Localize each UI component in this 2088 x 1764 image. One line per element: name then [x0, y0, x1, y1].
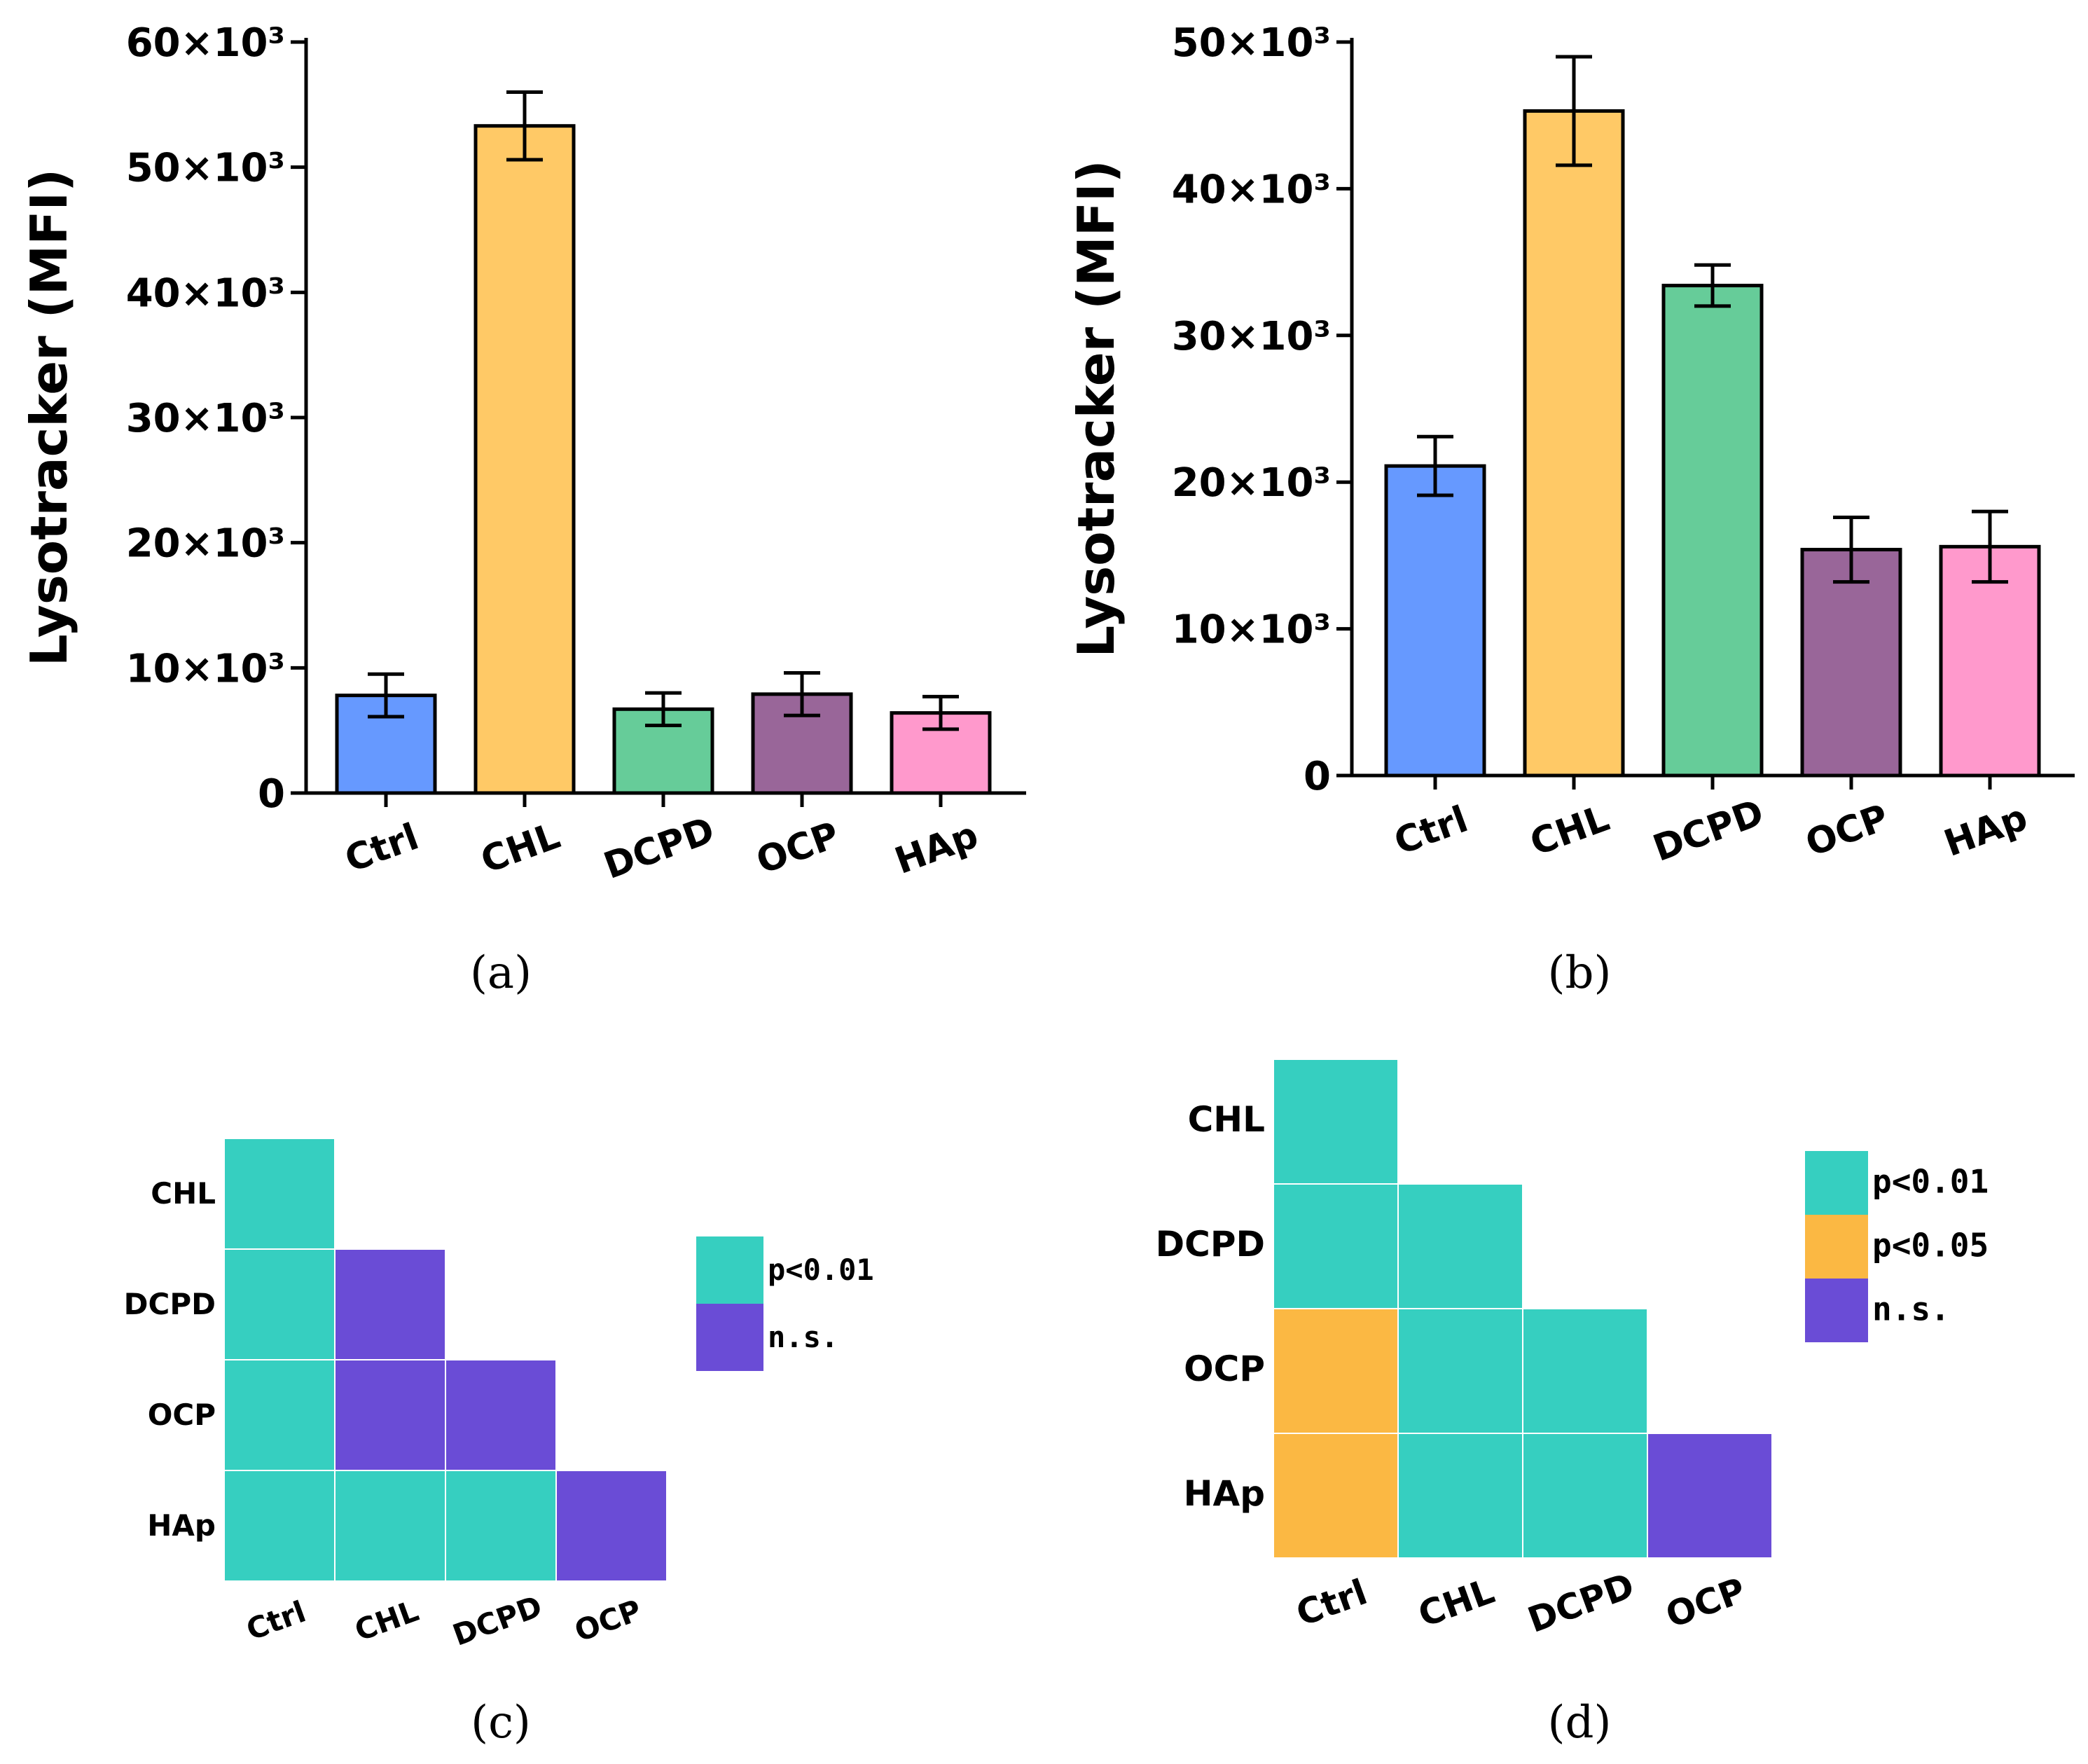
bar-chl	[1523, 109, 1625, 778]
col-label-ctrl: Ctrl	[1291, 1571, 1372, 1634]
heatmap-cell	[1397, 1183, 1523, 1309]
col-label-ocp: OCP	[1661, 1570, 1751, 1636]
y-tick-label: 0	[1304, 754, 1331, 799]
heatmap-cell	[334, 1248, 446, 1360]
y-tick-label: 30×10³	[1172, 314, 1331, 359]
heatmap-cell	[445, 1359, 557, 1471]
col-label-chl: CHL	[1413, 1571, 1500, 1635]
bar-ctrl	[1384, 464, 1486, 778]
y-tick-label: 10×10³	[1172, 607, 1331, 653]
panel-c-heatmap: CHL DCPD OCP HAp Ctrl CHL DCPD OCP p<0.01 n.s. (c)	[124, 1138, 874, 1749]
heatmap-cell	[445, 1470, 557, 1582]
panel-label: (b)	[1548, 947, 1612, 999]
legend-label: p<0.01	[1872, 1163, 1989, 1201]
heatmap-cell	[1397, 1433, 1523, 1559]
x-tick-label-chl: CHL	[1525, 797, 1615, 864]
heatmap-cell	[1397, 1308, 1523, 1434]
x-tick-label-hap: HAp	[890, 814, 983, 883]
y-tick-label: 40×10³	[126, 270, 285, 316]
y-tick-label: 10×10³	[126, 646, 285, 691]
heatmap-cell	[334, 1470, 446, 1582]
heatmap-cell	[223, 1138, 336, 1250]
y-tick-label: 30×10³	[126, 396, 285, 441]
legend-swatch	[1805, 1215, 1868, 1279]
x-tick-label-hap: HAp	[1939, 797, 2033, 865]
row-label-ocp: OCP	[1184, 1349, 1265, 1389]
x-tick-label-dcpd: DCPD	[1648, 792, 1769, 870]
panel-label: (d)	[1548, 1697, 1612, 1749]
row-label-dcpd: DCPD	[124, 1287, 216, 1321]
y-tick-label: 50×10³	[126, 146, 285, 191]
row-label-chl: CHL	[1188, 1099, 1265, 1140]
panel-label: (c)	[471, 1697, 531, 1749]
heatmap-cell	[223, 1470, 336, 1582]
panel-label: (a)	[470, 947, 532, 999]
bar-dcpd	[1661, 284, 1764, 778]
legend-label: p<0.01	[768, 1253, 874, 1287]
heatmap-cell	[1273, 1183, 1399, 1309]
legend-swatch	[1805, 1151, 1868, 1215]
col-label-ocp: OCP	[570, 1593, 646, 1648]
heatmap-cell	[1522, 1308, 1648, 1434]
x-tick-label-ocp: OCP	[1800, 797, 1894, 865]
col-label-chl: CHL	[350, 1593, 423, 1648]
legend-label: n.s.	[1872, 1290, 1950, 1328]
col-label-ctrl: Ctrl	[242, 1594, 310, 1647]
x-tick-label-chl: CHL	[476, 815, 565, 882]
row-label-dcpd: DCPD	[1156, 1224, 1265, 1265]
legend-label: p<0.05	[1872, 1227, 1989, 1265]
y-tick-label: 20×10³	[1172, 460, 1331, 506]
panel-a-bar-chart: 0 10×10³ 20×10³ 30×10³ 40×10³ 50×10³ 60×10³ Ctr…	[20, 20, 1026, 999]
row-label-chl: CHL	[151, 1176, 216, 1211]
y-tick-label: 20×10³	[126, 521, 285, 567]
y-axis-title: Lysotracker (MFI)	[20, 169, 78, 666]
row-label-ocp: OCP	[148, 1398, 216, 1432]
x-tick-label-dcpd: DCPD	[599, 809, 720, 888]
col-label-dcpd: DCPD	[1523, 1565, 1640, 1641]
heatmap-cell	[1273, 1433, 1399, 1559]
heatmap-cell	[1522, 1433, 1648, 1559]
row-label-hap: HAp	[1184, 1473, 1265, 1514]
bar-chl	[473, 124, 576, 795]
y-tick-label: 40×10³	[1172, 167, 1331, 212]
row-label-hap: HAp	[147, 1508, 216, 1543]
x-tick-label-ctrl: Ctrl	[340, 816, 424, 881]
x-tick-label-ctrl: Ctrl	[1389, 799, 1474, 864]
legend-swatch	[696, 1236, 763, 1304]
x-tick-label-ocp: OCP	[751, 814, 845, 883]
legend-swatch	[1805, 1279, 1868, 1342]
legend-label: n.s.	[768, 1320, 838, 1354]
panel-d-heatmap: CHL DCPD OCP HAp Ctrl CHL DCPD OCP p<0.01 p<0.05 n…	[1156, 1059, 1989, 1749]
y-tick-label: 0	[258, 771, 285, 817]
heatmap-cell	[1273, 1308, 1399, 1434]
y-tick-label: 50×10³	[1172, 20, 1331, 66]
legend-swatch	[696, 1304, 763, 1371]
heatmap-cell	[223, 1359, 336, 1471]
col-label-dcpd: DCPD	[448, 1589, 546, 1653]
y-axis-title: Lysotracker (MFI)	[1067, 160, 1126, 657]
panel-b-bar-chart: 0 10×10³ 20×10³ 30×10³ 40×10³ 50×10³ Ctrl CHL DC…	[1067, 20, 2075, 999]
heatmap-cell	[1647, 1433, 1773, 1559]
y-tick-label: 60×10³	[126, 20, 285, 66]
heatmap-cell	[223, 1248, 336, 1360]
heatmap-cell	[555, 1470, 668, 1582]
heatmap-cell	[334, 1359, 446, 1471]
heatmap-cell	[1273, 1059, 1399, 1185]
